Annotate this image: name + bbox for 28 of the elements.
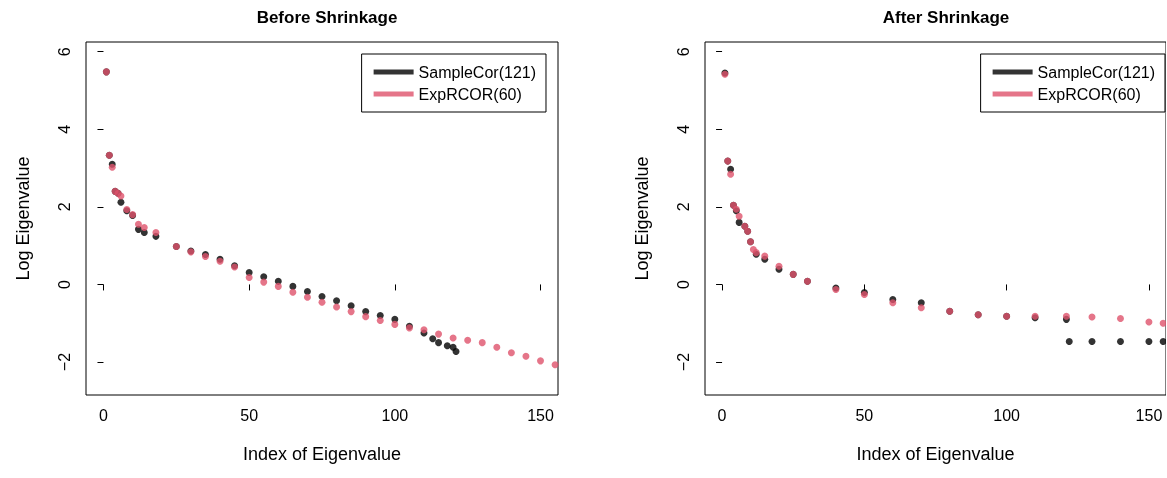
y-tick-label: 2 (55, 202, 73, 212)
chart-title: Before Shrinkage (256, 8, 398, 27)
x-tick-label: 0 (99, 406, 109, 424)
legend-label: SampleCor(121) (418, 63, 537, 81)
x-tick-label: 50 (855, 406, 874, 424)
y-tick-label: 4 (674, 124, 692, 134)
y-tick-label: 6 (55, 47, 73, 57)
x-axis-title: Index of Eigenvalue (242, 444, 402, 464)
chart-title: After Shrinkage (882, 8, 1010, 27)
x-tick-label: 100 (993, 406, 1021, 424)
x-tick-label: 0 (717, 406, 727, 424)
legend-label: ExpRCOR(60) (418, 85, 522, 103)
x-tick-label: 50 (240, 406, 259, 424)
y-tick-label: 0 (55, 279, 73, 289)
legend-label: ExpRCOR(60) (1037, 85, 1141, 103)
y-tick-label: 4 (55, 124, 73, 134)
x-tick-label: 150 (527, 406, 554, 424)
y-tick-label: −2 (674, 352, 692, 372)
y-axis-title: Log Eigenvalue (632, 156, 652, 281)
legend-label: SampleCor(121) (1037, 63, 1156, 81)
x-axis-title: Index of Eigenvalue (856, 444, 1015, 464)
y-tick-label: −2 (55, 352, 73, 372)
y-tick-label: 2 (674, 202, 692, 212)
x-tick-label: 100 (381, 406, 409, 424)
y-axis-title: Log Eigenvalue (13, 156, 33, 281)
x-tick-label: 150 (1135, 406, 1163, 424)
y-tick-label: 6 (674, 47, 692, 57)
y-tick-label: 0 (674, 279, 692, 289)
